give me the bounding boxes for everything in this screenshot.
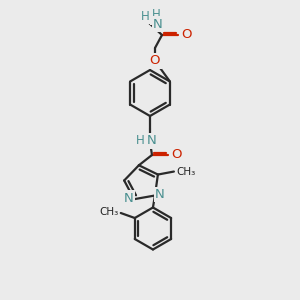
Text: N: N <box>153 17 163 31</box>
Text: H: H <box>136 134 144 148</box>
Text: CH₃: CH₃ <box>100 207 119 217</box>
Text: N: N <box>147 134 157 148</box>
Text: O: O <box>181 28 191 41</box>
Text: O: O <box>150 55 160 68</box>
Text: N: N <box>124 192 134 205</box>
Text: H: H <box>152 8 160 22</box>
Text: CH₃: CH₃ <box>176 167 195 176</box>
Text: N: N <box>151 11 161 23</box>
Text: H: H <box>141 10 149 22</box>
Text: O: O <box>171 148 181 161</box>
Text: N: N <box>155 188 165 201</box>
